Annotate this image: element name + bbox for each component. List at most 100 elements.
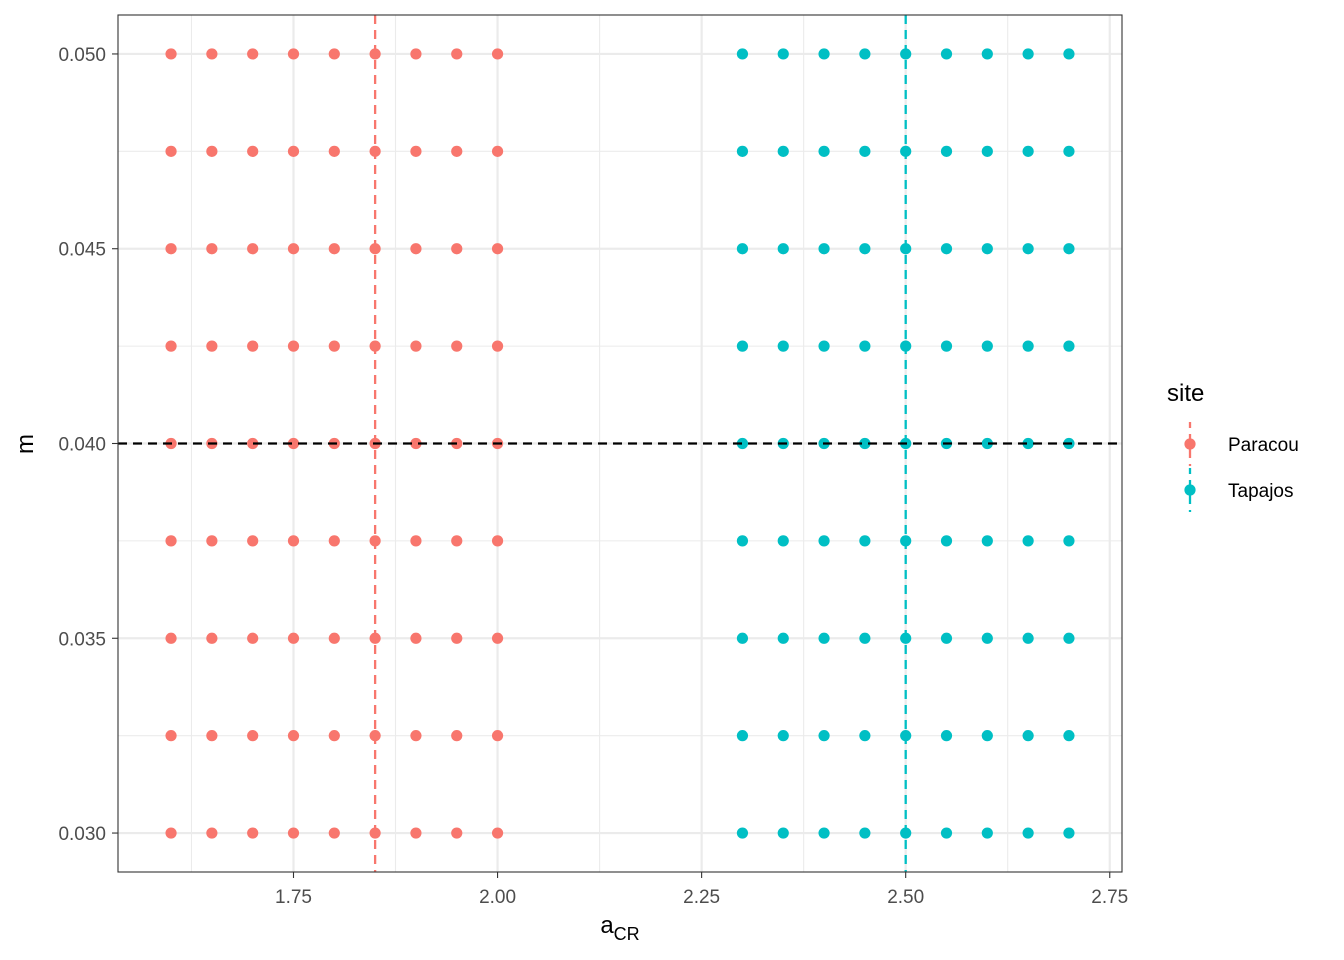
data-point-paracou <box>410 437 422 450</box>
data-point-tapajos <box>736 632 749 644</box>
data-point-tapajos <box>777 632 789 644</box>
data-point-paracou <box>410 827 422 839</box>
data-point-tapajos <box>818 243 830 255</box>
x-axis: 1.75 2.00 2.25 2.50 2.75 <box>275 872 1128 908</box>
data-point-tapajos <box>940 340 953 352</box>
data-point-paracou <box>206 340 218 352</box>
data-point-paracou <box>165 730 177 742</box>
data-point-paracou <box>491 340 504 352</box>
data-point-paracou <box>491 730 504 742</box>
data-point-paracou <box>165 145 177 157</box>
legend-key-point-tapajos <box>1184 484 1196 496</box>
data-point-tapajos <box>1022 243 1034 255</box>
data-point-tapajos <box>1022 730 1034 742</box>
data-point-tapajos <box>777 145 789 157</box>
x-axis-title: aCR <box>600 912 639 944</box>
data-point-paracou <box>206 827 218 839</box>
data-point-paracou <box>247 632 259 644</box>
legend: site Paracou Tapajos <box>1167 380 1299 512</box>
y-tick-label: 0.040 <box>58 435 106 456</box>
data-point-tapajos <box>1063 145 1075 157</box>
data-point-paracou <box>491 827 504 839</box>
data-point-tapajos <box>818 730 830 742</box>
data-point-tapajos <box>940 535 953 547</box>
data-point-paracou <box>247 535 259 547</box>
data-point-tapajos <box>736 145 749 157</box>
data-point-tapajos <box>777 827 789 839</box>
data-point-tapajos <box>1022 437 1034 450</box>
data-point-paracou <box>410 340 422 352</box>
data-point-paracou <box>287 48 300 60</box>
data-point-paracou <box>328 48 340 60</box>
data-point-paracou <box>206 243 218 255</box>
data-point-tapajos <box>1063 535 1075 547</box>
data-point-paracou <box>165 340 177 352</box>
data-point-paracou <box>247 145 259 157</box>
y-tick-label: 0.035 <box>58 629 106 650</box>
data-point-tapajos <box>736 827 749 839</box>
data-point-tapajos <box>1022 535 1034 547</box>
data-point-tapajos <box>1022 340 1034 352</box>
data-point-paracou <box>247 340 259 352</box>
data-point-tapajos <box>736 437 749 450</box>
x-tick-label: 2.25 <box>683 887 720 908</box>
data-point-tapajos <box>940 827 953 839</box>
data-point-tapajos <box>859 632 871 644</box>
data-point-paracou <box>165 535 177 547</box>
y-tick-label: 0.045 <box>58 240 106 261</box>
data-point-paracou <box>491 145 504 157</box>
data-point-paracou <box>410 535 422 547</box>
data-point-paracou <box>165 48 177 60</box>
data-point-paracou <box>491 535 504 547</box>
data-point-paracou <box>451 243 463 255</box>
data-point-tapajos <box>981 437 993 450</box>
data-point-paracou <box>287 535 300 547</box>
data-point-tapajos <box>859 340 871 352</box>
data-point-paracou <box>410 48 422 60</box>
x-axis-title-subscript: CR <box>614 924 640 944</box>
data-point-tapajos <box>777 730 789 742</box>
data-point-paracou <box>328 243 340 255</box>
data-point-paracou <box>206 632 218 644</box>
data-point-paracou <box>287 437 300 450</box>
data-point-paracou <box>165 632 177 644</box>
data-point-paracou <box>287 730 300 742</box>
legend-label-tapajos: Tapajos <box>1228 481 1294 502</box>
legend-label-paracou: Paracou <box>1228 435 1299 456</box>
data-point-paracou <box>206 730 218 742</box>
data-point-paracou <box>287 340 300 352</box>
data-point-tapajos <box>940 243 953 255</box>
data-point-tapajos <box>736 243 749 255</box>
data-point-tapajos <box>777 48 789 60</box>
data-point-tapajos <box>1063 243 1075 255</box>
data-point-paracou <box>410 632 422 644</box>
data-point-paracou <box>247 48 259 60</box>
data-point-paracou <box>247 437 259 450</box>
data-point-tapajos <box>981 340 993 352</box>
data-point-paracou <box>247 730 259 742</box>
data-point-tapajos <box>981 730 993 742</box>
data-point-paracou <box>328 535 340 547</box>
data-point-tapajos <box>940 48 953 60</box>
data-point-tapajos <box>859 827 871 839</box>
data-point-tapajos <box>1063 340 1075 352</box>
data-point-paracou <box>328 827 340 839</box>
data-point-paracou <box>206 145 218 157</box>
data-point-tapajos <box>859 535 871 547</box>
data-point-paracou <box>491 243 504 255</box>
legend-title: site <box>1167 380 1204 407</box>
data-point-tapajos <box>1063 632 1075 644</box>
data-point-paracou <box>410 243 422 255</box>
data-point-tapajos <box>777 340 789 352</box>
data-point-paracou <box>451 730 463 742</box>
data-point-tapajos <box>1022 827 1034 839</box>
data-point-paracou <box>287 827 300 839</box>
data-point-tapajos <box>1022 48 1034 60</box>
data-point-paracou <box>451 48 463 60</box>
data-point-tapajos <box>1022 632 1034 644</box>
data-point-tapajos <box>859 48 871 60</box>
data-point-tapajos <box>1022 145 1034 157</box>
data-point-tapajos <box>981 827 993 839</box>
x-tick-label: 1.75 <box>275 887 312 908</box>
